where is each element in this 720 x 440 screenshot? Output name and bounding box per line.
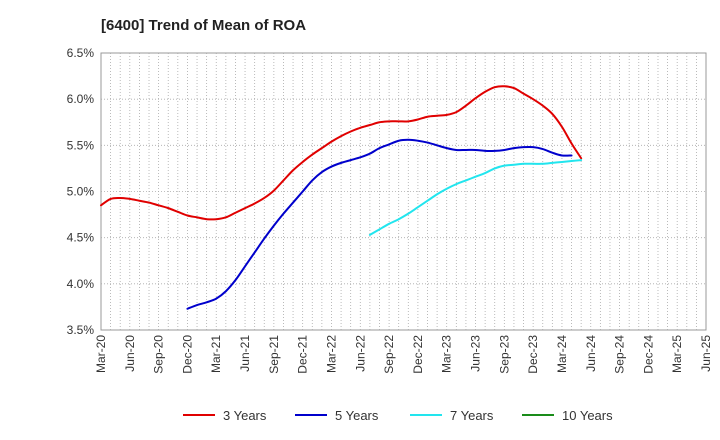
y-tick-label: 4.0% — [67, 277, 95, 291]
x-tick-label: Mar-25 — [670, 335, 684, 373]
x-tick-label: Dec-22 — [411, 335, 425, 374]
x-tick-label: Dec-24 — [641, 335, 655, 374]
x-tick-label: Dec-21 — [296, 335, 310, 374]
y-tick-label: 3.5% — [67, 323, 95, 337]
y-tick-label: 6.0% — [67, 92, 95, 106]
x-tick-label: Sep-24 — [613, 335, 627, 374]
series-line-7-years — [368, 159, 583, 236]
x-tick-label: Dec-20 — [180, 335, 194, 374]
series-line-3-years — [100, 85, 583, 221]
legend: 3 Years 5 Years 7 Years 10 Years — [183, 408, 613, 423]
x-tick-label: Sep-23 — [497, 335, 511, 374]
legend-label-7-years: 7 Years — [450, 408, 494, 423]
plot-area — [100, 52, 707, 331]
x-tick-label: Sep-20 — [152, 335, 166, 374]
y-tick-label: 5.0% — [67, 185, 95, 199]
x-tick-label: Jun-21 — [238, 335, 252, 372]
y-tick-label: 5.5% — [67, 138, 95, 152]
x-tick-label: Jun-20 — [123, 335, 137, 372]
x-axis: Mar-20 Jun-20 Sep-20 Dec-20 Mar-21 Jun-21 Sep-… — [94, 335, 713, 374]
legend-label-3-years: 3 Years — [223, 408, 267, 423]
x-tick-label: Jun-23 — [469, 335, 483, 372]
x-tick-label: Jun-22 — [353, 335, 367, 372]
x-tick-label: Sep-21 — [267, 335, 281, 374]
legend-label-10-years: 10 Years — [562, 408, 613, 423]
legend-label-5-years: 5 Years — [335, 408, 379, 423]
x-tick-label: Jun-25 — [699, 335, 713, 372]
series-line-5-years — [186, 138, 573, 310]
x-tick-label: Dec-23 — [526, 335, 540, 374]
x-tick-label: Mar-20 — [94, 335, 108, 373]
series-lines — [100, 85, 583, 310]
x-tick-label: Mar-21 — [209, 335, 223, 373]
x-tick-label: Mar-22 — [324, 335, 338, 373]
y-tick-label: 4.5% — [67, 231, 95, 245]
x-tick-label: Mar-23 — [440, 335, 454, 373]
x-tick-label: Jun-24 — [584, 335, 598, 372]
chart-title: [6400] Trend of Mean of ROA — [101, 17, 306, 34]
x-tick-label: Sep-22 — [382, 335, 396, 374]
x-tick-label: Mar-24 — [555, 335, 569, 373]
y-tick-label: 6.5% — [67, 46, 95, 60]
y-axis: 3.5% 4.0% 4.5% 5.0% 5.5% 6.0% 6.5% — [67, 46, 95, 337]
